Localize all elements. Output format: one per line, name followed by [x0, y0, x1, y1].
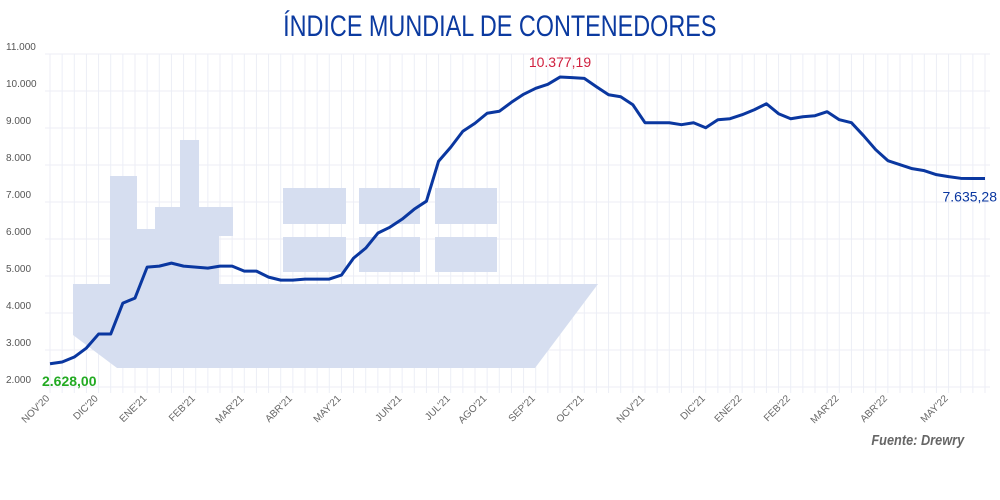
chart-title-text: ÍNDICE MUNDIAL DE CONTENEDORES	[283, 10, 717, 43]
x-tick-label: DIC'21	[679, 393, 708, 422]
y-tick-label: 6.000	[6, 227, 31, 238]
x-tick-label: OCT'21	[554, 393, 586, 425]
data-label: 10.377,19	[529, 54, 591, 70]
y-tick-label: 8.000	[6, 153, 31, 164]
y-tick-label: 7.000	[6, 190, 31, 201]
series-line	[49, 75, 985, 366]
x-tick-label: MAY'21	[312, 393, 344, 425]
ship-silhouette-icon	[73, 140, 598, 368]
x-tick-label: MAR'21	[214, 393, 247, 426]
x-tick-label: ENE'22	[713, 393, 745, 425]
y-tick-label: 2.000	[6, 375, 31, 386]
x-tick-label: FEB'22	[762, 393, 793, 424]
y-tick-label: 4.000	[6, 301, 31, 312]
y-tick-label: 11.000	[6, 42, 36, 53]
chart-title: ÍNDICE MUNDIAL DE CONTENEDORES	[0, 10, 1000, 44]
x-tick-label: MAY'22	[919, 393, 951, 425]
x-tick-label: JUN'21	[374, 393, 405, 424]
x-tick-label: FEB'21	[167, 393, 198, 424]
x-tick-label: ABR'22	[858, 393, 890, 425]
annotations: 2.628,00 10.377,19 7.635,28	[42, 54, 997, 389]
x-tick-label: MAR'22	[809, 393, 842, 426]
y-tick-label: 10.000	[6, 79, 37, 90]
data-label: 2.628,00	[42, 373, 97, 389]
y-tick-label: 5.000	[6, 264, 31, 275]
y-tick-label: 3.000	[6, 338, 31, 349]
x-tick-label: SEP'21	[507, 393, 538, 424]
x-axis: NOV'20 DIC'20 ENE'21 FEB'21 MAR'21 ABR'21 MAY'…	[20, 393, 951, 426]
series	[49, 75, 985, 366]
x-tick-label: AGO'21	[457, 393, 490, 426]
x-tick-label: NOV'20	[20, 393, 53, 426]
x-tick-label: ENE'21	[118, 393, 150, 425]
y-tick-label: 9.000	[6, 116, 31, 127]
x-tick-label: NOV'21	[615, 393, 648, 426]
y-axis: 2.000 3.000 4.000 5.000 6.000 7.000 8.000 9.000…	[6, 42, 37, 386]
source-note: Fuente: Drewry	[871, 432, 964, 449]
x-tick-label: ABR'21	[263, 393, 295, 425]
data-label: 7.635,28	[943, 188, 998, 204]
x-tick-label: JUL'21	[423, 393, 453, 423]
x-tick-label: DIC'20	[72, 393, 101, 422]
